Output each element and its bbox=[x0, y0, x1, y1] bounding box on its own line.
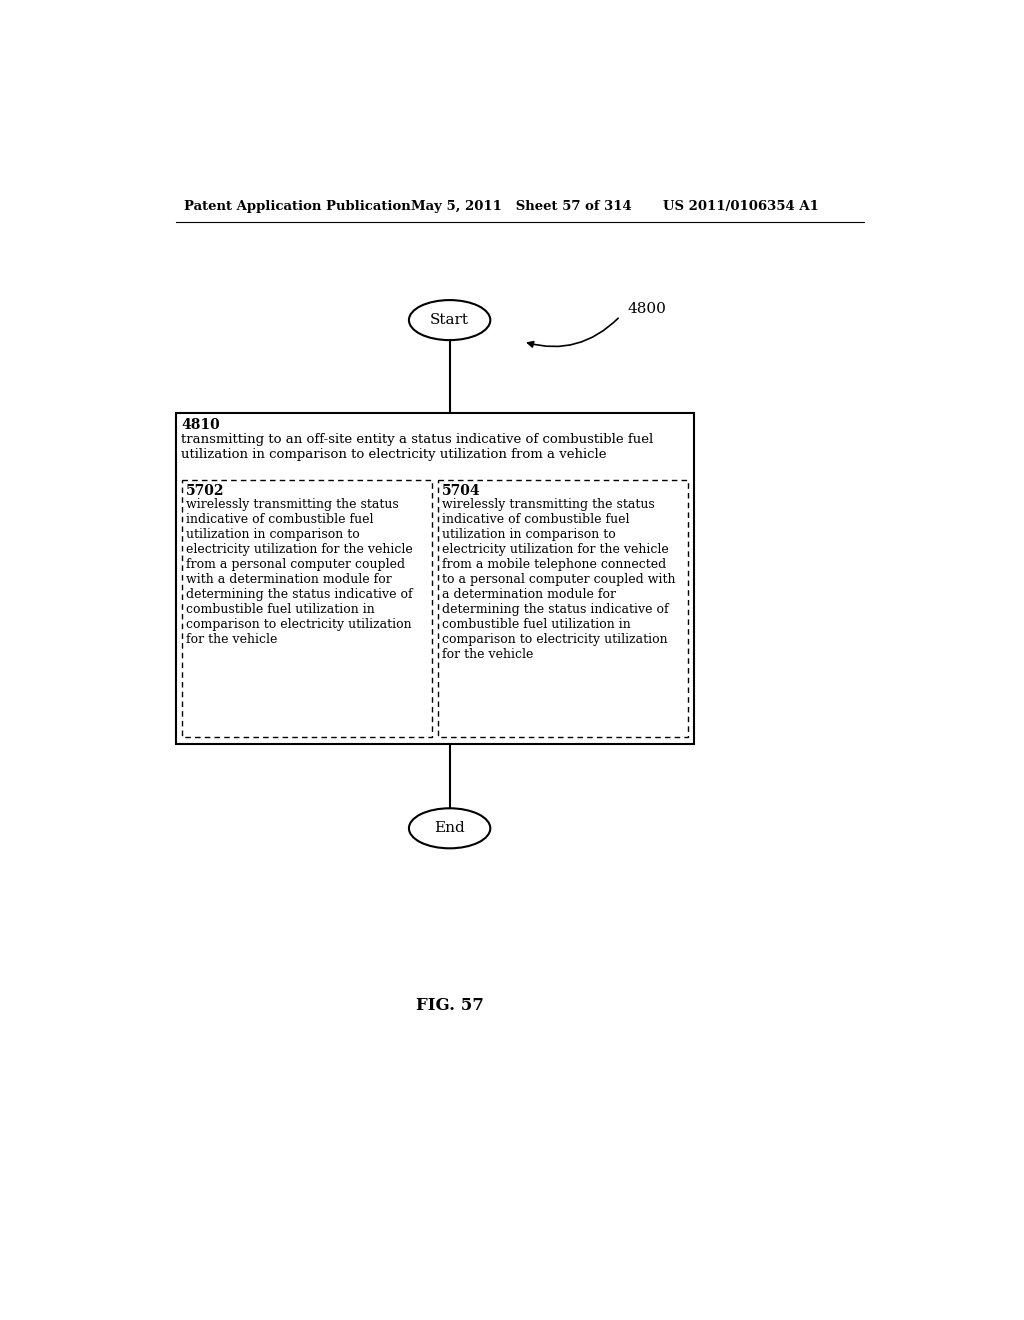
Text: wirelessly transmitting the status
indicative of combustible fuel
utilization in: wirelessly transmitting the status indic… bbox=[442, 498, 676, 661]
Text: 4800: 4800 bbox=[628, 301, 667, 315]
Text: Start: Start bbox=[430, 313, 469, 327]
Bar bbox=[182, 480, 432, 738]
Text: End: End bbox=[434, 821, 465, 836]
Text: transmitting to an off-site entity a status indicative of combustible fuel
utili: transmitting to an off-site entity a sta… bbox=[181, 433, 653, 461]
Bar bbox=[438, 480, 687, 738]
Text: FIG. 57: FIG. 57 bbox=[416, 997, 483, 1014]
Text: US 2011/0106354 A1: US 2011/0106354 A1 bbox=[663, 199, 818, 213]
Text: May 5, 2011   Sheet 57 of 314: May 5, 2011 Sheet 57 of 314 bbox=[411, 199, 632, 213]
Text: 4810: 4810 bbox=[181, 418, 220, 432]
Text: 5702: 5702 bbox=[186, 484, 224, 498]
Text: wirelessly transmitting the status
indicative of combustible fuel
utilization in: wirelessly transmitting the status indic… bbox=[186, 498, 413, 645]
Text: Patent Application Publication: Patent Application Publication bbox=[183, 199, 411, 213]
Text: 5704: 5704 bbox=[442, 484, 480, 498]
Bar bbox=[176, 412, 693, 743]
